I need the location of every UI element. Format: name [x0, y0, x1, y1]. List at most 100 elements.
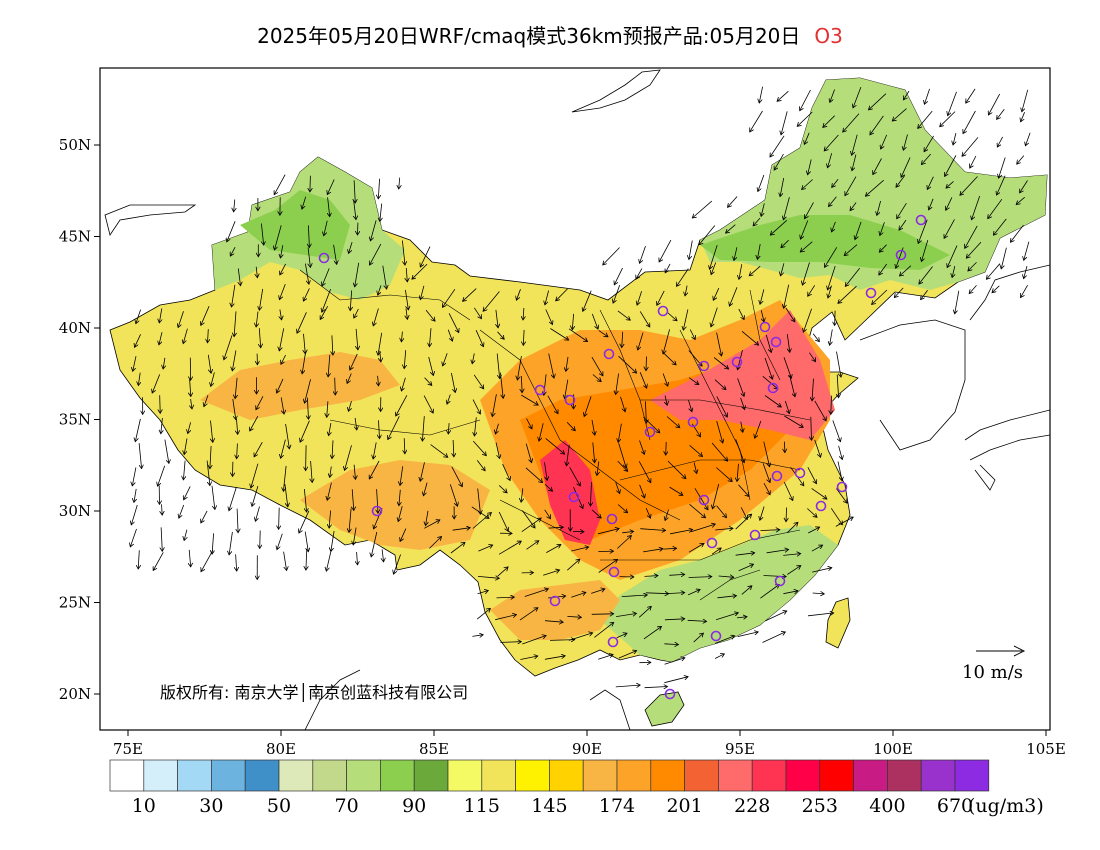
- wind-arrow: [664, 619, 685, 620]
- wind-arrow: [496, 309, 498, 328]
- wind-arrow: [546, 545, 561, 553]
- wind-arrow: [711, 307, 718, 327]
- wind-arrow: [952, 266, 955, 277]
- lat-tick-label: 30N: [59, 502, 91, 520]
- wind-arrow: [1022, 89, 1029, 112]
- wind-arrow: [207, 354, 211, 373]
- colorbar-label: 228: [734, 795, 770, 817]
- wind-arrow: [637, 291, 642, 305]
- wind-arrow: [783, 591, 798, 595]
- wind-arrow: [547, 395, 558, 414]
- wind-arrow: [404, 438, 405, 454]
- wind-arrow: [430, 444, 448, 458]
- wind-arrow: [428, 356, 434, 376]
- wind-arrow: [997, 108, 1005, 119]
- wind-arrow: [881, 134, 888, 149]
- wind-arrow: [666, 441, 667, 455]
- wind-arrow: [787, 566, 801, 575]
- wind-arrow: [234, 199, 235, 212]
- wind-scale: 10 m/s: [962, 645, 1026, 683]
- wind-arrow: [230, 247, 236, 256]
- wind-arrow: [516, 289, 521, 300]
- city-marker: [815, 500, 827, 512]
- wind-arrow: [568, 633, 593, 641]
- wind-arrow: [832, 179, 839, 187]
- wind-arrow: [669, 486, 683, 495]
- wind-arrow: [688, 377, 699, 385]
- wind-arrow: [831, 395, 832, 415]
- wind-arrow: [229, 486, 237, 511]
- wind-arrow: [398, 505, 403, 521]
- wind-arrow: [787, 334, 790, 352]
- wind-arrow: [739, 264, 743, 279]
- wind-arrow: [320, 306, 329, 319]
- wind-arrow: [869, 93, 887, 110]
- wind-arrow: [256, 396, 264, 409]
- city-marker: [687, 416, 699, 428]
- wind-arrow: [354, 308, 359, 318]
- wind-arrow: [850, 202, 857, 211]
- wind-arrow: [492, 394, 497, 416]
- wind-arrow: [571, 547, 588, 552]
- wind-arrow: [224, 335, 233, 359]
- wind-arrow: [639, 484, 645, 498]
- wind-arrow: [741, 330, 759, 345]
- wind-arrow: [544, 621, 563, 623]
- wind-arrow: [523, 307, 524, 320]
- wind-arrow: [693, 633, 704, 643]
- wind-arrow: [308, 247, 310, 268]
- wind-arrow: [811, 488, 827, 499]
- wind-arrow: [259, 328, 260, 348]
- wind-arrow: [498, 511, 508, 531]
- wind-arrow: [736, 617, 747, 618]
- wind-arrow: [738, 484, 750, 497]
- wind-arrow: [715, 528, 733, 530]
- wind-arrow: [838, 285, 857, 303]
- wind-arrow: [593, 442, 595, 463]
- wind-arrow: [947, 245, 958, 268]
- wind-arrow: [311, 460, 313, 483]
- wind-arrow: [232, 350, 237, 371]
- wind-arrow: [401, 377, 406, 391]
- wind-arrow: [615, 685, 640, 687]
- wind-arrow: [835, 517, 853, 527]
- wind-arrow: [762, 375, 778, 389]
- wind-arrow: [425, 309, 435, 321]
- wind-arrow: [583, 290, 592, 312]
- title-text: 2025年05月20日WRF/cmaq模式36km预报产品:05月20日: [257, 24, 801, 48]
- wind-arrow: [879, 263, 888, 275]
- wind-arrow: [662, 373, 668, 387]
- wind-arrow: [879, 244, 887, 253]
- wind-arrow: [451, 372, 455, 393]
- wind-arrow: [646, 356, 647, 371]
- wind-arrow: [899, 219, 907, 230]
- wind-arrow: [452, 528, 471, 531]
- wind-arrow: [797, 111, 813, 126]
- wind-arrow: [715, 613, 738, 621]
- wind-arrow: [783, 357, 791, 378]
- tibet-south-orange: [300, 460, 490, 550]
- wind-arrow: [396, 395, 408, 416]
- wind-arrow: [138, 550, 139, 569]
- map-title: 2025年05月20日WRF/cmaq模式36km预报产品:05月20日 O3: [0, 20, 1100, 49]
- wind-arrow: [473, 307, 481, 319]
- wind-arrow: [495, 442, 500, 459]
- city-markers: [318, 214, 927, 700]
- wind-arrow: [279, 328, 285, 351]
- wind-arrow: [211, 420, 213, 443]
- wind-arrow: [760, 530, 780, 531]
- wind-arrow: [944, 219, 955, 238]
- wind-arrow: [924, 88, 930, 104]
- wind-arrow: [740, 397, 745, 410]
- wind-arrow: [645, 507, 650, 518]
- wind-arrow: [921, 289, 928, 299]
- wind-arrow: [618, 443, 627, 468]
- wind-arrow: [807, 508, 817, 518]
- wind-arrow: [300, 420, 310, 443]
- wind-arrow: [463, 288, 477, 302]
- wind-arrow: [299, 510, 310, 533]
- wind-arrow: [591, 589, 605, 594]
- wind-arrow: [940, 111, 956, 127]
- wind-arrow: [903, 134, 908, 151]
- wind-arrow: [420, 285, 425, 300]
